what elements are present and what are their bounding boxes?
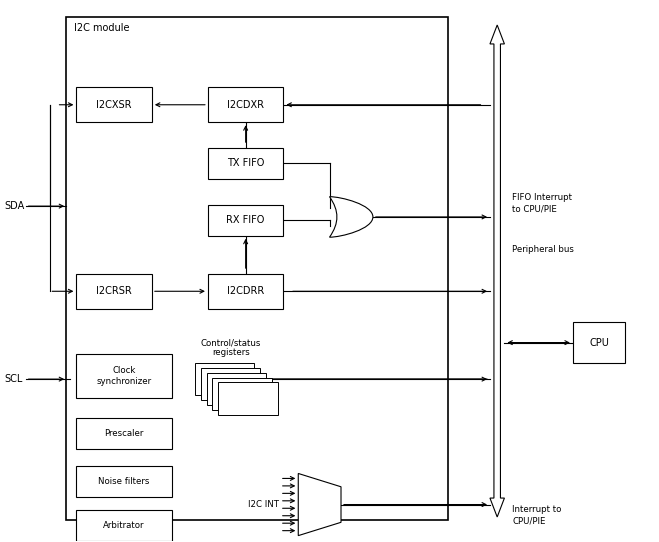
Bar [67,17,448,520]
Bar [208,148,283,179]
Text: Prescaler: Prescaler [104,429,144,438]
Bar [206,373,266,405]
Bar [208,274,283,309]
Bar [218,382,277,415]
Text: I2CDXR: I2CDXR [227,100,264,110]
Text: Interrupt to
CPU/PIE: Interrupt to CPU/PIE [512,505,561,525]
Bar [76,354,172,398]
Text: Clock
synchronizer: Clock synchronizer [96,366,152,386]
Text: I2C module: I2C module [74,23,130,34]
Text: SCL: SCL [4,374,22,384]
Text: SDA: SDA [4,201,24,211]
Text: Peripheral bus: Peripheral bus [512,245,574,254]
Text: I2CXSR: I2CXSR [96,100,132,110]
Text: Arbitrator: Arbitrator [103,521,145,530]
Bar [194,363,254,395]
Bar [76,510,172,541]
Text: FIFO Interrupt
to CPU/PIE: FIFO Interrupt to CPU/PIE [512,193,572,214]
Text: Noise filters: Noise filters [98,477,150,486]
Bar [208,204,283,236]
Bar [208,87,283,122]
Text: Control/status
registers: Control/status registers [201,338,261,358]
Text: TX FIFO: TX FIFO [227,158,264,169]
Bar [200,368,260,400]
Bar [76,274,152,309]
Bar [76,466,172,497]
Polygon shape [490,25,504,517]
Bar [212,377,272,410]
Text: I2C INT: I2C INT [248,500,279,509]
Bar [76,418,172,449]
Bar [573,322,625,363]
Text: I2CDRR: I2CDRR [227,286,264,296]
PathPatch shape [330,197,373,237]
Text: RX FIFO: RX FIFO [227,215,265,225]
Bar [76,87,152,122]
Text: CPU: CPU [589,338,609,347]
Polygon shape [299,474,341,535]
Text: I2CRSR: I2CRSR [96,286,132,296]
